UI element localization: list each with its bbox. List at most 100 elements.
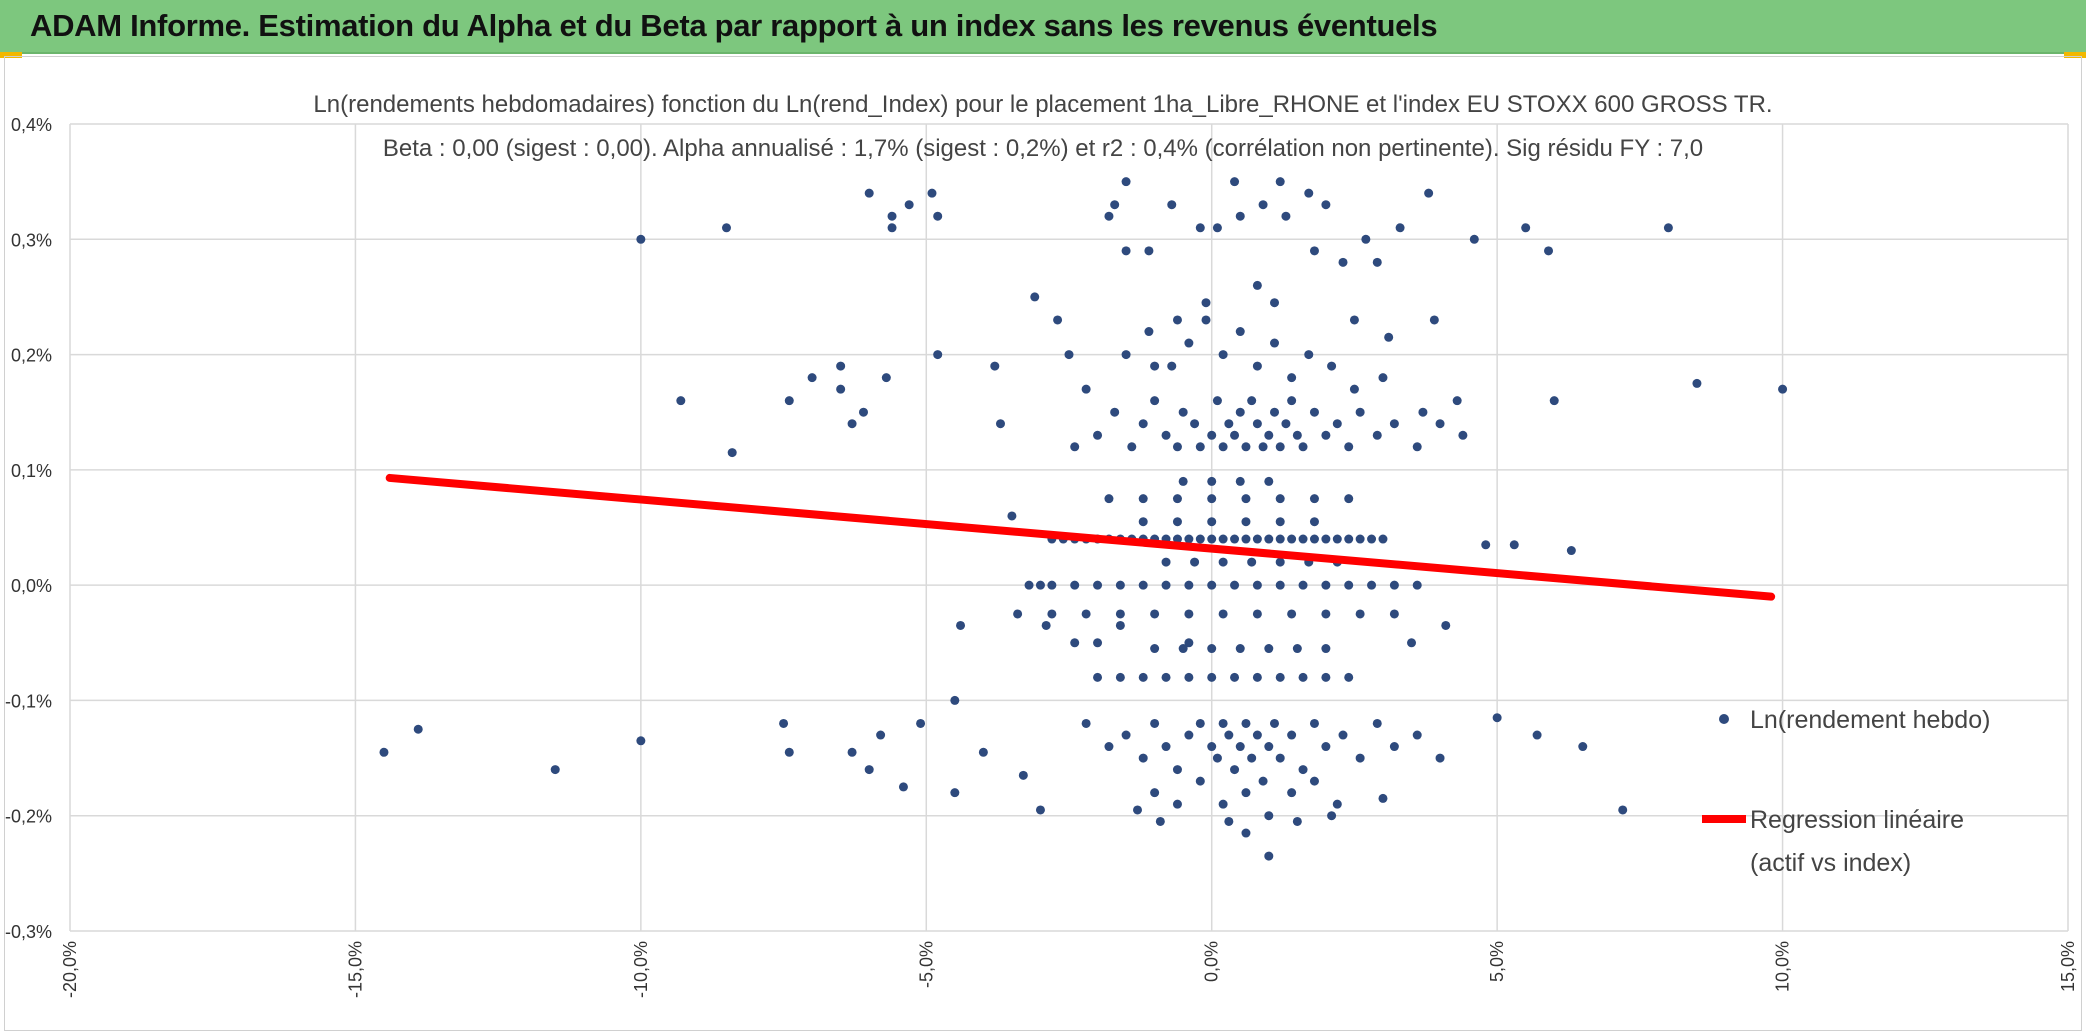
scatter-point xyxy=(1521,223,1531,233)
scatter-point xyxy=(1544,246,1554,256)
scatter-point xyxy=(1292,644,1302,654)
scatter-point xyxy=(1264,811,1274,821)
scatter-point xyxy=(1292,816,1302,826)
scatter-point xyxy=(1247,753,1257,763)
scatter-point xyxy=(1190,557,1200,567)
scatter-point xyxy=(1492,713,1502,723)
scatter-point xyxy=(1230,534,1240,544)
scatter-point xyxy=(1270,718,1280,728)
scatter-point xyxy=(887,211,897,221)
scatter-point xyxy=(1235,476,1245,486)
scatter-point xyxy=(1258,200,1268,210)
scatter-point xyxy=(1024,580,1034,590)
scatter-point xyxy=(1367,534,1377,544)
scatter-point xyxy=(1412,730,1422,740)
scatter-point xyxy=(1115,609,1125,619)
scatter-point xyxy=(1235,327,1245,337)
scatter-point xyxy=(1321,609,1331,619)
scatter-point xyxy=(1309,517,1319,527)
scatter-point xyxy=(1287,534,1297,544)
scatter-point xyxy=(1412,442,1422,452)
scatter-point xyxy=(1264,851,1274,861)
regression-line xyxy=(385,473,1776,601)
scatter-point xyxy=(1235,211,1245,221)
scatter-point xyxy=(1264,534,1274,544)
scatter-point xyxy=(1287,373,1297,383)
scatter-point xyxy=(1138,753,1148,763)
scatter-point xyxy=(1469,234,1479,244)
scatter-point xyxy=(1190,419,1200,429)
x-tick-label: -10,0% xyxy=(631,941,651,998)
scatter-point xyxy=(1138,580,1148,590)
scatter-point xyxy=(1241,494,1251,504)
scatter-point xyxy=(1030,292,1040,302)
scatter-point xyxy=(1287,396,1297,406)
scatter-point xyxy=(1338,257,1348,267)
y-tick-label: 0,0% xyxy=(11,576,52,596)
scatter-point xyxy=(864,188,874,198)
scatter-point xyxy=(1298,672,1308,682)
scatter-point xyxy=(995,419,1005,429)
scatter-point xyxy=(1138,517,1148,527)
scatter-point xyxy=(1218,799,1228,809)
scatter-point xyxy=(887,223,897,233)
scatter-point xyxy=(1184,638,1194,648)
scatter-point xyxy=(1435,753,1445,763)
scatter-point xyxy=(1281,211,1291,221)
y-tick-label: -0,1% xyxy=(5,691,52,711)
scatter-point xyxy=(1338,730,1348,740)
scatter-point xyxy=(1230,580,1240,590)
scatter-point xyxy=(1344,442,1354,452)
scatter-point xyxy=(1292,430,1302,440)
scatter-point xyxy=(807,373,817,383)
scatter-point xyxy=(1235,742,1245,752)
scatter-point xyxy=(379,747,389,757)
scatter-point xyxy=(1138,494,1148,504)
scatter-point xyxy=(1321,742,1331,752)
scatter-point xyxy=(876,730,886,740)
scatter-point xyxy=(1275,517,1285,527)
scatter-point xyxy=(1235,407,1245,417)
scatter-point xyxy=(1184,580,1194,590)
scatter-point xyxy=(1275,672,1285,682)
scatter-point xyxy=(1281,419,1291,429)
corner-mark-left xyxy=(0,52,22,58)
scatter-point xyxy=(1287,788,1297,798)
chart-frame xyxy=(4,56,2082,1031)
scatter-point xyxy=(933,211,943,221)
scatter-point xyxy=(676,396,686,406)
scatter-point xyxy=(1178,407,1188,417)
scatter-point xyxy=(1692,378,1702,388)
scatter-point xyxy=(1252,609,1262,619)
scatter-point xyxy=(1064,350,1074,360)
scatter-point xyxy=(1150,609,1160,619)
scatter-point xyxy=(1452,396,1462,406)
scatter-point xyxy=(1275,442,1285,452)
scatter-point xyxy=(1218,534,1228,544)
scatter-point xyxy=(1309,718,1319,728)
scatter-point xyxy=(1207,430,1217,440)
scatter-point xyxy=(1389,609,1399,619)
scatter-point xyxy=(1081,609,1091,619)
scatter-point xyxy=(1218,442,1228,452)
scatter-point xyxy=(1275,534,1285,544)
scatter-point xyxy=(1252,672,1262,682)
x-tick-label: 0,0% xyxy=(1202,941,1222,982)
scatter-point xyxy=(1287,609,1297,619)
scatter-point xyxy=(1241,517,1251,527)
scatter-point xyxy=(950,695,960,705)
scatter-point xyxy=(1150,396,1160,406)
scatter-point xyxy=(1093,638,1103,648)
scatter-point xyxy=(1275,177,1285,187)
scatter-point xyxy=(950,788,960,798)
scatter-point xyxy=(1161,430,1171,440)
scatter-point xyxy=(990,361,1000,371)
scatter-point xyxy=(1172,534,1182,544)
scatter-point xyxy=(1184,338,1194,348)
scatter-point xyxy=(1110,200,1120,210)
scatter-point xyxy=(1321,672,1331,682)
scatter-point xyxy=(1093,580,1103,590)
scatter-point xyxy=(1264,742,1274,752)
legend: Ln(rendement hebdo) Regression linéaire … xyxy=(1702,706,1990,877)
scatter-point xyxy=(1212,753,1222,763)
